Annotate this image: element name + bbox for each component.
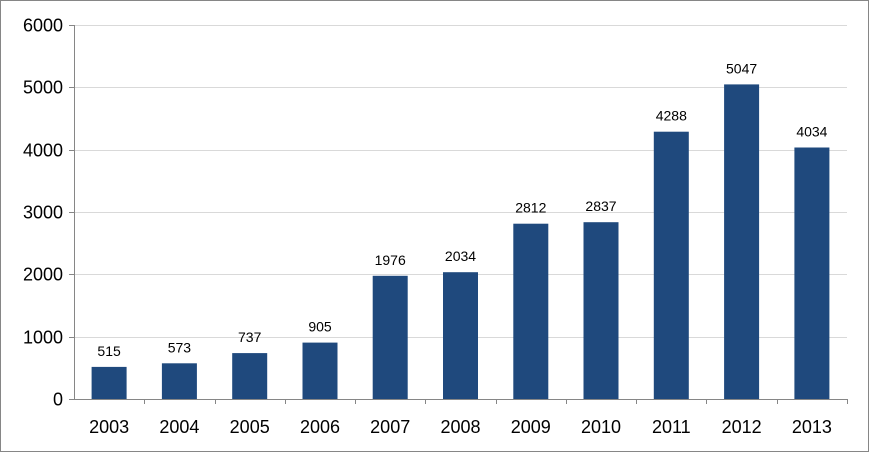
data-label-2007: 1976 xyxy=(375,252,406,268)
bar-2008 xyxy=(443,272,478,399)
data-label-2011: 4288 xyxy=(656,108,687,124)
x-tick-label-2006: 2006 xyxy=(300,417,340,437)
x-tick-label-2005: 2005 xyxy=(230,417,270,437)
x-tick-label-2008: 2008 xyxy=(440,417,480,437)
bar-2003 xyxy=(91,366,127,399)
data-label-2008: 2034 xyxy=(445,248,476,264)
x-tick-label-2009: 2009 xyxy=(511,417,551,437)
x-axis-tick-labels: 2003 2004 2005 2006 2007 2008 2009 2010 2011 2012… xyxy=(89,417,832,437)
y-axis-tick-labels: 0 1000 2000 3000 4000 5000 6000 xyxy=(23,16,63,410)
y-tick-label: 6000 xyxy=(23,16,63,36)
bar-2013 xyxy=(794,147,830,399)
bar-2007 xyxy=(372,275,408,399)
x-tick-label-2010: 2010 xyxy=(581,417,621,437)
gridlines xyxy=(74,25,847,338)
x-tick-label-2011: 2011 xyxy=(652,417,691,437)
x-tick-label-2012: 2012 xyxy=(722,417,762,437)
data-label-2010: 2837 xyxy=(585,198,616,214)
x-tick-label-2013: 2013 xyxy=(792,417,832,437)
data-labels: 515 573 737 905 1976 2034 2812 2837 4288 5047 4034 xyxy=(97,60,827,359)
y-tick-label: 4000 xyxy=(23,141,63,161)
bar-2005 xyxy=(232,353,268,399)
data-label-2004: 573 xyxy=(168,339,192,355)
y-tick-label: 0 xyxy=(53,390,63,410)
bars xyxy=(91,84,830,400)
data-label-2005: 737 xyxy=(238,329,262,345)
y-tick-label: 2000 xyxy=(23,265,63,285)
data-label-2006: 905 xyxy=(308,319,332,335)
bar-2012 xyxy=(724,84,760,400)
data-label-2003: 515 xyxy=(97,343,121,359)
y-tick-label: 1000 xyxy=(23,328,63,348)
x-tick-label-2003: 2003 xyxy=(89,417,129,437)
data-label-2009: 2812 xyxy=(515,200,546,216)
bar-2010 xyxy=(583,222,619,399)
y-tick-label: 3000 xyxy=(23,203,63,223)
axes xyxy=(69,25,848,404)
x-tick-label-2004: 2004 xyxy=(159,417,199,437)
y-tick-label: 5000 xyxy=(23,78,63,98)
bar-2011 xyxy=(653,131,689,399)
data-label-2013: 4034 xyxy=(796,124,827,140)
bar-2004 xyxy=(161,363,197,399)
bar-2006 xyxy=(302,342,338,399)
bar-2009 xyxy=(513,223,549,399)
x-tick-label-2007: 2007 xyxy=(370,417,410,437)
data-label-2012: 5047 xyxy=(726,60,757,76)
